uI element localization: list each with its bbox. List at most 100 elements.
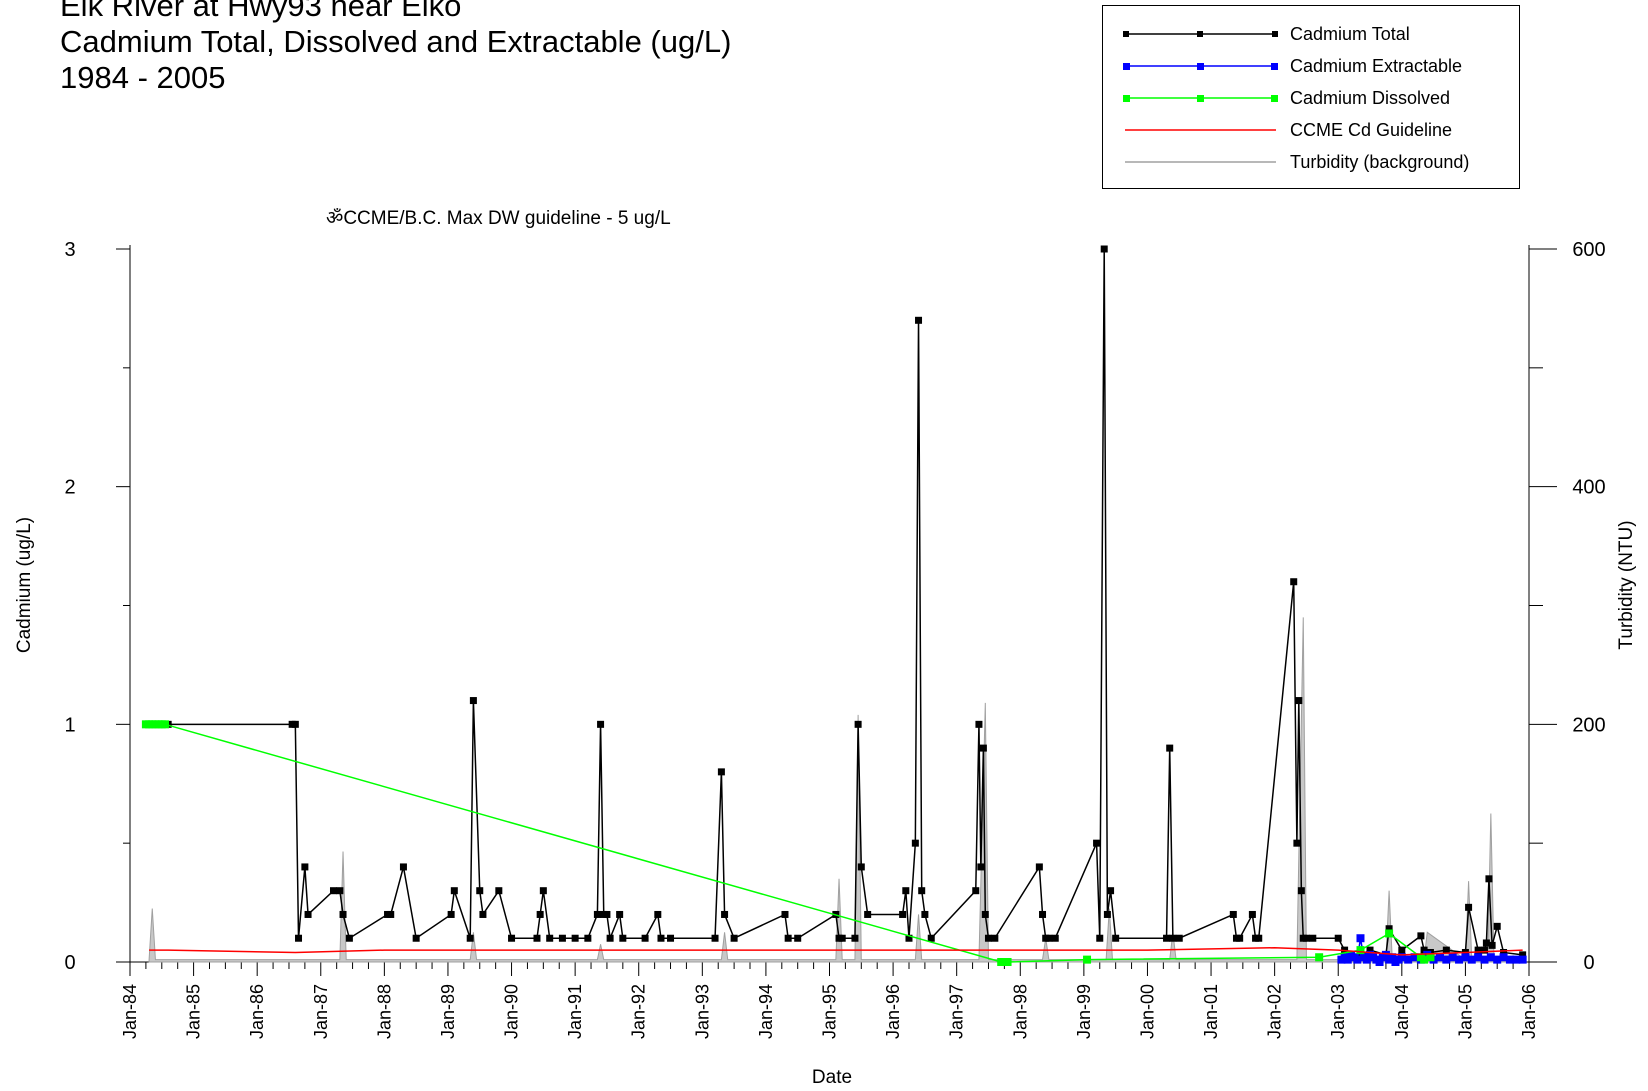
cadmium-total-point bbox=[905, 934, 913, 942]
cadmium-total-point bbox=[1248, 910, 1256, 918]
y-tick-label: 1 bbox=[64, 714, 75, 736]
y2-tick-label: 0 bbox=[1583, 952, 1594, 974]
cadmium-total-point bbox=[1309, 934, 1317, 942]
y2-axis-label: Turbidity (NTU) bbox=[1616, 520, 1637, 649]
x-tick-label: Jan-85 bbox=[184, 984, 204, 1039]
chart-title: Elk River at Hwy93 near Elko Cadmium Tot… bbox=[60, 0, 731, 96]
cadmium-dissolved-point bbox=[997, 958, 1006, 966]
cadmium-total-point bbox=[1290, 578, 1298, 586]
cadmium-total-point bbox=[1236, 934, 1244, 942]
cadmium-extractable-point bbox=[1435, 953, 1444, 962]
cadmium-total-point bbox=[1295, 697, 1303, 705]
title-line-3: 1984 - 2005 bbox=[60, 60, 226, 95]
y-axis-label: Cadmium (ug/L) bbox=[14, 517, 35, 653]
cadmium-extractable-point bbox=[1356, 934, 1365, 943]
cadmium-total-point bbox=[1417, 932, 1425, 940]
cadmium-dissolved-point bbox=[1385, 929, 1394, 938]
cadmium-total-line bbox=[150, 248, 1523, 959]
cadmium-total-point bbox=[469, 697, 477, 705]
cadmium-total-point bbox=[1093, 839, 1101, 847]
cadmium-total-point bbox=[991, 934, 999, 942]
cadmium-total-point bbox=[447, 910, 455, 918]
cadmium-total-point bbox=[975, 720, 983, 728]
cadmium-extractable-point bbox=[1512, 955, 1521, 964]
cadmium-total-point bbox=[1112, 934, 1120, 942]
cadmium-total-point bbox=[711, 934, 719, 942]
cadmium-total-point bbox=[339, 910, 347, 918]
cadmium-total-point bbox=[641, 934, 649, 942]
cadmium-extractable-point bbox=[1381, 950, 1390, 959]
cadmium-total-point bbox=[1465, 903, 1473, 911]
cadmium-total-point bbox=[476, 887, 484, 895]
cadmium-total-point bbox=[1051, 934, 1059, 942]
y2-tick-label: 400 bbox=[1572, 477, 1605, 499]
legend-item-extractable: Cadmium Extractable bbox=[1123, 50, 1462, 82]
legend-item-total: Cadmium Total bbox=[1123, 18, 1410, 50]
cadmium-total-point bbox=[854, 720, 862, 728]
cadmium-total-point bbox=[927, 934, 935, 942]
turbidity-series bbox=[148, 617, 1524, 963]
cadmium-total-point bbox=[450, 887, 458, 895]
cadmium-extractable-point bbox=[1388, 953, 1397, 962]
cadmium-total-point bbox=[1169, 934, 1177, 942]
legend-item-turbidity: Turbidity (background) bbox=[1123, 146, 1469, 178]
cadmium-total-point bbox=[479, 910, 487, 918]
cadmium-extractable-point bbox=[1375, 958, 1384, 966]
cadmium-total-point bbox=[508, 934, 516, 942]
cadmium-total-point bbox=[593, 910, 601, 918]
cadmium-extractable-point bbox=[1448, 953, 1457, 962]
x-tick-label: Jan-03 bbox=[1328, 984, 1348, 1039]
cadmium-extractable-point bbox=[1493, 955, 1502, 964]
cadmium-total-point bbox=[584, 934, 592, 942]
cadmium-total-point bbox=[466, 934, 474, 942]
cadmium-total-point bbox=[1166, 744, 1174, 752]
y-tick-label: 3 bbox=[64, 239, 75, 261]
cadmium-extractable-point bbox=[1410, 953, 1419, 962]
x-tick-label: Jan-84 bbox=[120, 984, 140, 1039]
cadmium-total-point bbox=[657, 934, 665, 942]
cadmium-total-point bbox=[1474, 946, 1482, 954]
cadmium-total-point bbox=[1334, 934, 1342, 942]
cadmium-total-point bbox=[1229, 910, 1237, 918]
cadmium-total-point bbox=[1297, 887, 1305, 895]
legend-swatch-total bbox=[1123, 31, 1278, 37]
cadmium-total-point bbox=[546, 934, 554, 942]
x-tick-label: Jan-01 bbox=[1201, 984, 1221, 1039]
cadmium-total-point bbox=[1175, 934, 1183, 942]
x-tick-label: Jan-90 bbox=[502, 984, 522, 1039]
cadmium-total-point bbox=[1035, 863, 1043, 871]
x-tick-label: Jan-05 bbox=[1455, 984, 1475, 1039]
cadmium-total-point bbox=[918, 887, 926, 895]
cadmium-total-point bbox=[899, 910, 907, 918]
cadmium-extractable-point bbox=[1442, 955, 1451, 964]
x-tick-label: Jan-04 bbox=[1392, 984, 1412, 1039]
cadmium-extractable-point bbox=[1397, 953, 1406, 962]
cadmium-series bbox=[141, 245, 1527, 966]
cadmium-total-point bbox=[1293, 839, 1301, 847]
legend-swatch-extractable bbox=[1123, 63, 1278, 70]
cadmium-total-point bbox=[1420, 946, 1428, 954]
cadmium-total-point bbox=[1488, 941, 1496, 949]
cadmium-extractable-point bbox=[1474, 953, 1483, 962]
cadmium-total-point bbox=[1045, 934, 1053, 942]
cadmium-extractable-point bbox=[1499, 953, 1508, 962]
cadmium-total-point bbox=[838, 934, 846, 942]
cadmium-total-point bbox=[972, 887, 980, 895]
x-tick-label: Jan-96 bbox=[883, 984, 903, 1039]
x-tick-label: Jan-97 bbox=[947, 984, 967, 1039]
cadmium-total-point bbox=[1039, 910, 1047, 918]
cadmium-total-point bbox=[1096, 934, 1104, 942]
x-tick-label: Jan-93 bbox=[692, 984, 712, 1039]
cadmium-total-point bbox=[536, 910, 544, 918]
cadmium-total-point bbox=[616, 910, 624, 918]
cadmium-extractable-point bbox=[1404, 955, 1413, 964]
cadmium-total-point bbox=[301, 863, 309, 871]
x-tick-label: Jan-92 bbox=[629, 984, 649, 1039]
cadmium-dissolved-point bbox=[1083, 955, 1092, 964]
legend-swatch-dissolved bbox=[1123, 95, 1278, 102]
cadmium-extractable-point bbox=[1486, 953, 1495, 962]
cadmium-total-point bbox=[291, 720, 299, 728]
cadmium-total-point bbox=[781, 910, 789, 918]
cadmium-total-point bbox=[921, 910, 929, 918]
x-tick-label: Jan-87 bbox=[311, 984, 331, 1039]
